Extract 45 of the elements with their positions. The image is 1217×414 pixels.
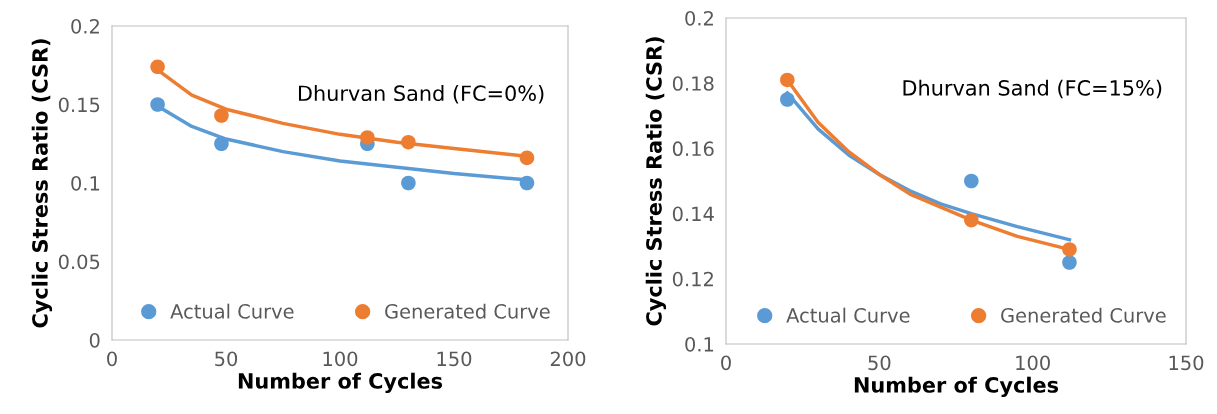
x-tick-label: 0 [107,351,117,367]
point [780,92,795,107]
y-tick-label: 0.18 [672,76,714,91]
y-axis-title: Cyclic Stress Ratio (CSR) [645,37,667,326]
x-tick-label: 100 [323,351,358,367]
point [360,130,375,145]
point [1062,242,1077,257]
point [519,175,535,191]
y-tick-label: 0.16 [672,141,714,157]
point [780,72,795,88]
annotation: Dhurvan Sand (FC=15%) [903,79,1162,99]
x-tick-label: 150 [1169,355,1204,371]
y-tick-label: 0.15 [58,97,100,113]
y-axis-title: Cyclic Stress Ratio (CSR) [31,39,53,328]
x-tick-label: 0 [721,355,731,371]
x-tick-label: 50 [215,351,238,367]
y-tick-label: 0.2 [71,18,99,34]
legend-label: Generated Curve [385,303,550,319]
point [401,175,416,191]
point [214,136,229,152]
x-tick-label: 50 [868,355,891,371]
y-tick-label: 0.14 [672,206,714,222]
point [401,134,416,150]
legend-label: Generated Curve [1001,307,1166,323]
point [519,150,535,166]
point [964,173,979,189]
y-tick-label: 0.2 [685,10,713,26]
x-tick-label: 100 [1016,355,1050,371]
x-tick-label: 150 [437,351,472,367]
y-tick-label: 0.1 [71,175,100,191]
y-tick-label: 0 [89,332,100,348]
legend-label: Actual Curve [786,307,910,323]
point [150,59,165,75]
point [214,108,229,123]
y-tick-label: 0.12 [672,271,713,287]
legend-label: Actual Curve [170,303,294,319]
y-tick-label: 0.05 [58,254,100,270]
point [150,97,165,112]
point [964,212,979,228]
x-axis-title: Number of Cycles [854,376,1059,398]
annotation: Dhurvan Sand (FC=0%) [298,85,544,104]
x-tick-label: 200 [550,351,586,367]
point [1062,255,1077,270]
y-tick-label: 0.1 [685,336,714,352]
x-axis-title: Number of Cycles [238,372,443,394]
